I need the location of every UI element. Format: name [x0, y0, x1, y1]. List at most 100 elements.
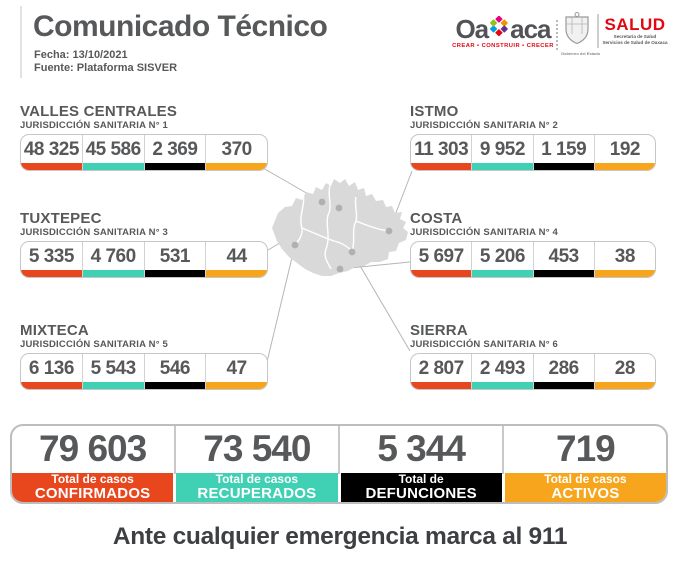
- oaxaca-wordmark: Oa aca: [450, 14, 556, 44]
- confirmed-bar: [21, 382, 82, 389]
- recovered-bar: [82, 163, 144, 170]
- stat-recovered: 5 206: [472, 242, 534, 277]
- region-stats-box: 2 807 2 493 286 28: [410, 353, 656, 390]
- state-crest-logo: Gobierno del Estado: [561, 12, 601, 56]
- source-value: Plataforma SISVER: [76, 62, 178, 74]
- total-confirmed: 79 603 Total de casos CONFIRMADOS: [12, 426, 174, 502]
- deaths-bar: [144, 270, 206, 277]
- total-confirmed-value: 79 603: [39, 428, 147, 470]
- stat-deaths: 531: [144, 242, 207, 277]
- region-name: ISTMO: [410, 103, 459, 120]
- stat-active: 47: [206, 354, 267, 389]
- region-subtitle: JURISDICCIÓN SANITARIA N° 1: [20, 120, 169, 131]
- region-istmo: ISTMO JURISDICCIÓN SANITARIA N° 2 11 303…: [410, 104, 656, 171]
- source-line: Fuente: Plataforma SISVER: [34, 62, 177, 75]
- stat-confirmed: 6 136: [21, 354, 83, 389]
- oaxaca-logo: Oa aca CREAR • CONSTRUIR • CRECER: [450, 14, 556, 49]
- active-bar: [594, 382, 655, 389]
- stat-deaths: 286: [533, 354, 595, 389]
- region-name: VALLES CENTRALES: [20, 103, 178, 120]
- emergency-notice: Ante cualquier emergencia marca al 911: [112, 523, 568, 550]
- stat-recovered: 2 493: [472, 354, 534, 389]
- total-recovered-label: Total de casos RECUPERADOS: [176, 472, 338, 502]
- total-active: 719 Total de casos ACTIVOS: [504, 426, 666, 502]
- stat-active: 192: [594, 135, 655, 170]
- header-divider-rule: [20, 6, 22, 78]
- region-stats-box: 5 697 5 206 453 38: [410, 241, 656, 278]
- deaths-bar: [533, 382, 594, 389]
- recovered-bar: [472, 163, 533, 170]
- region-subtitle: JURISDICCIÓN SANITARIA N° 3: [20, 227, 169, 238]
- source-label: Fuente:: [34, 62, 74, 74]
- region-mixteca: MIXTECA JURISDICCIÓN SANITARIA N° 5 6 13…: [20, 323, 268, 390]
- stat-confirmed: 5 335: [21, 242, 83, 277]
- stat-deaths: 1 159: [533, 135, 595, 170]
- stat-recovered: 5 543: [82, 354, 145, 389]
- active-bar: [206, 270, 267, 277]
- deaths-bar: [144, 163, 206, 170]
- crest-shield-icon: [563, 12, 591, 49]
- region-subtitle: JURISDICCIÓN SANITARIA N° 4: [410, 227, 559, 238]
- oaxaca-tagline: CREAR • CONSTRUIR • CRECER: [452, 43, 554, 49]
- crest-caption: Gobierno del Estado: [561, 51, 601, 56]
- stat-active: 38: [594, 242, 655, 277]
- region-subtitle: JURISDICCIÓN SANITARIA N° 6: [410, 339, 559, 350]
- region-subtitle: JURISDICCIÓN SANITARIA N° 2: [410, 120, 559, 131]
- logo-dotted-separator: [556, 20, 558, 50]
- stat-confirmed: 2 807: [411, 354, 473, 389]
- salud-logo: SALUD Secretaría de Salud Servicios de S…: [602, 16, 668, 45]
- deaths-bar: [144, 382, 206, 389]
- salud-subline-2: Servicios de Salud de Oaxaca: [602, 39, 668, 45]
- active-bar: [594, 270, 655, 277]
- total-deaths-value: 5 344: [377, 428, 466, 470]
- date-label: Fecha:: [34, 49, 70, 61]
- salud-subline-1: Secretaría de Salud: [613, 34, 657, 39]
- oaxaca-pinwheel-icon: [488, 15, 510, 42]
- region-stats-box: 5 335 4 760 531 44: [20, 241, 268, 278]
- total-recovered-value: 73 540: [203, 428, 311, 470]
- salud-wordmark: SALUD: [604, 15, 666, 34]
- recovered-bar: [472, 382, 533, 389]
- deaths-bar: [533, 163, 594, 170]
- page-title: Comunicado Técnico: [33, 10, 328, 43]
- active-bar: [206, 163, 267, 170]
- confirmed-bar: [411, 382, 472, 389]
- state-silhouette: [272, 179, 408, 276]
- region-stats-box: 48 325 45 586 2 369 370: [20, 134, 268, 171]
- connector-lines: [262, 167, 413, 367]
- confirmed-bar: [411, 163, 472, 170]
- recovered-bar: [472, 270, 533, 277]
- oaxaca-word-left: Oa: [455, 14, 489, 44]
- oaxaca-word-right: aca: [510, 14, 551, 44]
- stat-confirmed: 11 303: [411, 135, 473, 170]
- totals-divider: [337, 426, 341, 502]
- stat-deaths: 453: [533, 242, 595, 277]
- region-name: SIERRA: [410, 322, 468, 339]
- region-costa: COSTA JURISDICCIÓN SANITARIA N° 4 5 697 …: [410, 211, 656, 278]
- region-tuxtepec: TUXTEPEC JURISDICCIÓN SANITARIA N° 3 5 3…: [20, 211, 268, 278]
- total-recovered: 73 540 Total de casos RECUPERADOS: [176, 426, 338, 502]
- region-name: COSTA: [410, 210, 463, 227]
- active-bar: [594, 163, 655, 170]
- totals-divider: [501, 426, 505, 502]
- region-subtitle: JURISDICCIÓN SANITARIA N° 5: [20, 339, 169, 350]
- stat-confirmed: 5 697: [411, 242, 473, 277]
- jurisdiction-borders: [294, 184, 389, 270]
- map-dots: [291, 198, 393, 273]
- stat-active: 44: [206, 242, 267, 277]
- stat-recovered: 4 760: [82, 242, 145, 277]
- recovered-bar: [82, 270, 144, 277]
- region-sierra: SIERRA JURISDICCIÓN SANITARIA N° 6 2 807…: [410, 323, 656, 390]
- totals-divider: [173, 426, 177, 502]
- stat-recovered: 45 586: [82, 135, 145, 170]
- logo-separator-line: [597, 14, 599, 48]
- active-bar: [206, 382, 267, 389]
- region-stats-box: 11 303 9 952 1 159 192: [410, 134, 656, 171]
- region-name: TUXTEPEC: [20, 210, 102, 227]
- stat-active: 28: [594, 354, 655, 389]
- stat-recovered: 9 952: [472, 135, 534, 170]
- date-value: 13/10/2021: [72, 49, 128, 61]
- stat-active: 370: [206, 135, 267, 170]
- stat-deaths: 2 369: [144, 135, 207, 170]
- deaths-bar: [533, 270, 594, 277]
